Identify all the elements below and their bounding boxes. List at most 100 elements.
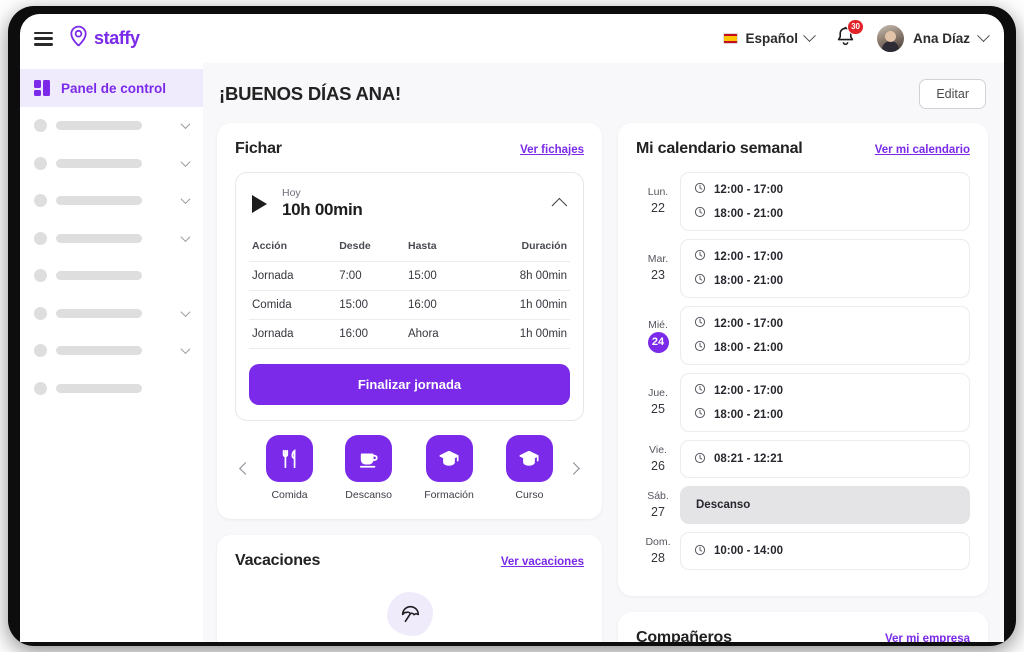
play-icon[interactable] bbox=[252, 194, 267, 213]
table-column-header: Hasta bbox=[407, 240, 437, 252]
sidebar-placeholder-item[interactable] bbox=[20, 182, 203, 220]
clock-icon bbox=[694, 340, 706, 355]
calendar-slots-box[interactable]: 08:21 - 12:21 bbox=[680, 440, 970, 478]
chevron-down-icon[interactable] bbox=[180, 306, 191, 317]
chevron-up-icon[interactable] bbox=[551, 197, 568, 214]
hamburger-menu-icon[interactable] bbox=[34, 31, 53, 46]
calendar-day-number-wrap: 23 bbox=[636, 266, 680, 285]
calendar-slot: 10:00 - 14:00 bbox=[694, 544, 956, 559]
app-logo[interactable]: staffy bbox=[69, 25, 140, 52]
notifications-button[interactable]: 30 bbox=[836, 18, 864, 52]
calendar-slot-text: 12:00 - 17:00 bbox=[714, 183, 784, 196]
quick-actions-carousel: Comida Descanso Formación Curso bbox=[235, 435, 584, 501]
quick-action-comida[interactable]: Comida bbox=[266, 435, 314, 501]
quick-action-label: Descanso bbox=[345, 489, 392, 501]
calendario-card: Mi calendario semanal Ver mi calendario … bbox=[618, 123, 988, 596]
calendar-slot-text: 18:00 - 21:00 bbox=[714, 408, 784, 421]
clock-icon bbox=[694, 383, 706, 398]
fichar-summary: Hoy 10h 00min bbox=[236, 173, 583, 232]
calendar-day-row: Lun. 22 12:00 - 17:00 18:00 - 21:00 bbox=[636, 172, 970, 231]
calendar-day-number: 25 bbox=[651, 402, 665, 417]
fichar-table: Acción Desde Hasta Duración Jornada 7:00 15:0… bbox=[249, 232, 570, 348]
calendar-slots-box[interactable]: 12:00 - 17:00 18:00 - 21:00 bbox=[680, 306, 970, 365]
calendar-slots-box[interactable]: 12:00 - 17:00 18:00 - 21:00 bbox=[680, 172, 970, 231]
ver-mi-empresa-link[interactable]: Ver mi empresa bbox=[884, 633, 970, 642]
user-name: Ana Díaz bbox=[912, 31, 970, 46]
sidebar-placeholder-item[interactable] bbox=[20, 332, 203, 370]
calendar-rest-box[interactable]: Descanso bbox=[680, 486, 970, 524]
page-title: ¡BUENOS DÍAS ANA! bbox=[219, 83, 401, 104]
calendar-day-number: 27 bbox=[651, 504, 665, 519]
table-cell: 16:00 bbox=[404, 290, 473, 320]
quick-action-label: Formación bbox=[424, 489, 474, 501]
quick-action-descanso[interactable]: Descanso bbox=[345, 435, 393, 501]
ver-mi-calendario-link[interactable]: Ver mi calendario bbox=[874, 144, 970, 156]
calendar-slots-box[interactable]: 10:00 - 14:00 bbox=[680, 532, 970, 570]
edit-button[interactable]: Editar bbox=[919, 79, 986, 109]
calendar-day-row: Sáb. 27 Descanso bbox=[636, 486, 970, 524]
sidebar-placeholder-item[interactable] bbox=[20, 145, 203, 183]
cutlery-icon bbox=[266, 435, 314, 482]
finalizar-jornada-button[interactable]: Finalizar jornada bbox=[249, 364, 570, 405]
placeholder-icon bbox=[34, 194, 47, 208]
sidebar-placeholder-item[interactable] bbox=[20, 220, 203, 258]
calendar-day-label: Sáb. 27 bbox=[636, 489, 680, 522]
table-cell: 1h 00min bbox=[472, 319, 570, 348]
app-screen: staffy Español 30 An bbox=[20, 14, 1004, 642]
sidebar-placeholder-item[interactable] bbox=[20, 370, 203, 408]
calendar-day-name: Mar. bbox=[647, 253, 669, 266]
fichar-panel: Hoy 10h 00min Acción Desde Hasta Duración J… bbox=[235, 172, 584, 421]
quick-actions-list: Comida Descanso Formación Curso bbox=[250, 435, 569, 501]
placeholder-label bbox=[56, 383, 142, 393]
left-column: Fichar Ver fichajes Hoy 10h 00min bbox=[217, 123, 602, 642]
chevron-down-icon[interactable] bbox=[180, 194, 191, 205]
clock-icon bbox=[694, 316, 706, 331]
fichar-card: Fichar Ver fichajes Hoy 10h 00min bbox=[217, 123, 602, 519]
spain-flag-icon bbox=[723, 33, 739, 44]
language-selector[interactable]: Español bbox=[723, 29, 816, 46]
chevron-down-icon[interactable] bbox=[180, 119, 191, 130]
vacaciones-title: Vacaciones bbox=[235, 552, 321, 569]
calendar-slot: 18:00 - 21:00 bbox=[694, 206, 956, 221]
calendar-day-number: 22 bbox=[651, 201, 665, 216]
quick-action-formación[interactable]: Formación bbox=[424, 435, 474, 501]
chevron-down-icon bbox=[977, 29, 990, 43]
calendar-rest-label: Descanso bbox=[696, 499, 751, 511]
calendar-slots-box[interactable]: 12:00 - 17:00 18:00 - 21:00 bbox=[680, 239, 970, 298]
ver-vacaciones-link[interactable]: Ver vacaciones bbox=[500, 556, 584, 568]
calendar-days-list: Lun. 22 12:00 - 17:00 18:00 - 21:00 Mar. 23 12… bbox=[636, 172, 970, 570]
table-column-header: Duración bbox=[521, 240, 567, 252]
app-body: Panel de control ¡BUENOS DÍAS ANA! Edita… bbox=[20, 63, 1004, 642]
sidebar: Panel de control bbox=[20, 63, 203, 642]
calendar-day-label: Lun. 22 bbox=[636, 185, 680, 218]
calendar-day-number-wrap: 25 bbox=[636, 400, 680, 419]
calendar-day-label: Jue. 25 bbox=[636, 386, 680, 419]
sidebar-item-panel-de-control[interactable]: Panel de control bbox=[20, 69, 203, 107]
fichar-card-header: Fichar Ver fichajes bbox=[235, 140, 584, 158]
calendar-slots-box[interactable]: 12:00 - 17:00 18:00 - 21:00 bbox=[680, 373, 970, 432]
sidebar-placeholder-item[interactable] bbox=[20, 295, 203, 333]
vacaciones-body: 7 días disponibles bbox=[235, 584, 584, 642]
calendar-day-row: Vie. 26 08:21 - 12:21 bbox=[636, 440, 970, 478]
table-body: Jornada 7:00 15:00 8h 00min Comida 15:00 16:00… bbox=[249, 261, 570, 348]
chevron-right-icon[interactable] bbox=[567, 461, 580, 475]
chevron-down-icon[interactable] bbox=[180, 231, 191, 242]
table-header-row: Acción Desde Hasta Duración bbox=[249, 232, 570, 262]
sidebar-placeholder-list bbox=[20, 107, 203, 407]
chevron-down-icon[interactable] bbox=[180, 344, 191, 355]
coffee-cup-icon bbox=[345, 435, 393, 482]
quick-action-label: Curso bbox=[515, 489, 544, 501]
placeholder-icon bbox=[34, 231, 47, 245]
sidebar-placeholder-item[interactable] bbox=[20, 257, 203, 295]
table-column-header: Acción bbox=[252, 240, 288, 252]
clock-icon bbox=[694, 206, 706, 221]
user-menu[interactable]: Ana Díaz bbox=[876, 25, 990, 52]
clock-icon bbox=[694, 182, 706, 197]
vacaciones-card: Vacaciones Ver vacaciones 7 días bbox=[217, 535, 602, 642]
quick-action-curso[interactable]: Curso bbox=[505, 435, 553, 501]
ver-fichajes-link[interactable]: Ver fichajes bbox=[520, 144, 584, 156]
chevron-down-icon[interactable] bbox=[180, 156, 191, 167]
placeholder-label bbox=[56, 121, 142, 131]
companeros-card-header: Compañeros Ver mi empresa bbox=[636, 629, 970, 642]
sidebar-placeholder-item[interactable] bbox=[20, 107, 203, 145]
